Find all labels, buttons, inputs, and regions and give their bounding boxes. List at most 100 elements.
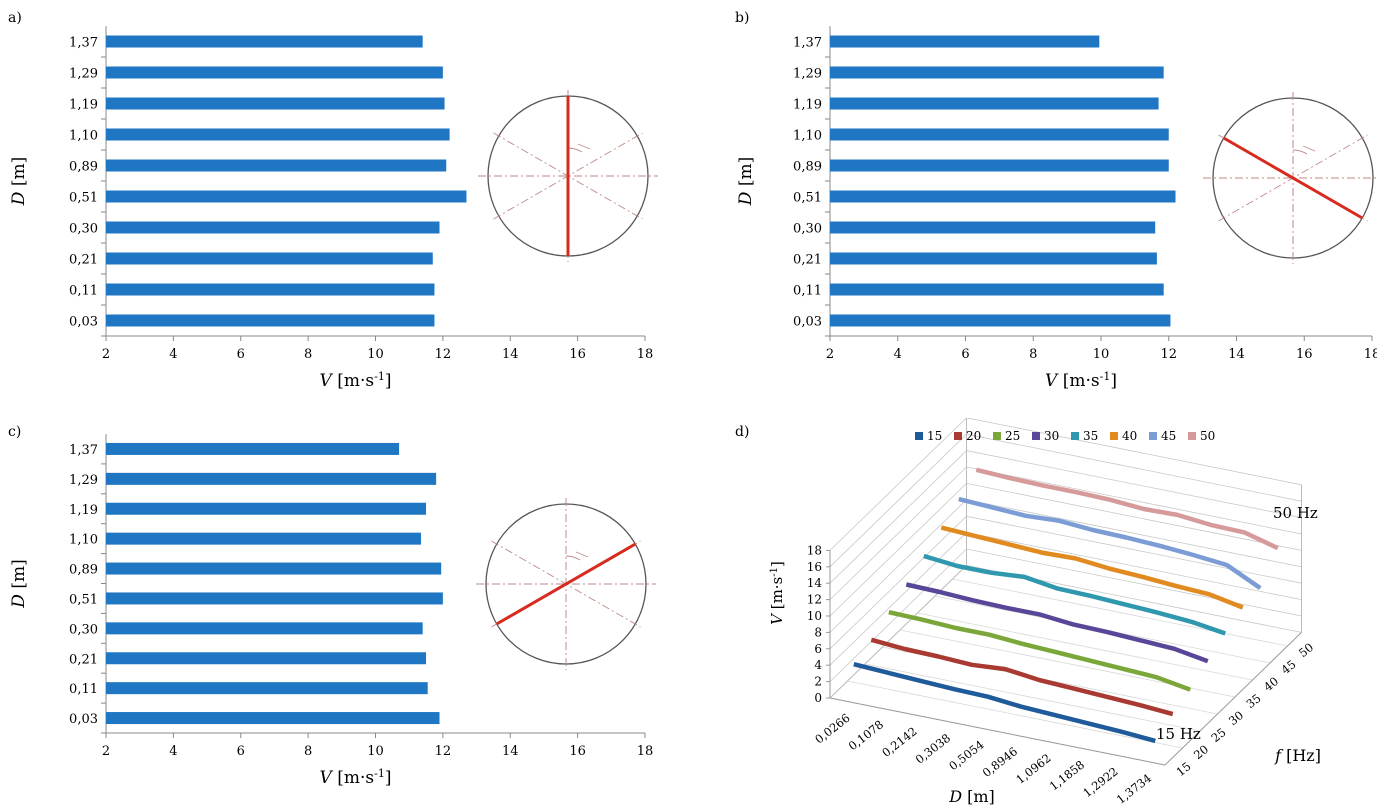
legend-label: 45 — [1161, 429, 1176, 443]
x-tick-label: 18 — [637, 347, 654, 362]
depth-tick-label: 50 — [1296, 640, 1316, 660]
legend-label: 20 — [966, 429, 981, 443]
depth-tick-label: 20 — [1191, 742, 1211, 762]
floor-gridline — [864, 663, 1201, 732]
y-tick-label: 1,10 — [793, 129, 822, 144]
y-tick-label: 0,21 — [793, 253, 822, 268]
depth-tick-label: 15 — [1173, 759, 1193, 779]
x-tick-label: 2 — [102, 744, 110, 759]
x-tick-label: 1,3734 — [1114, 771, 1154, 807]
y-tick-label: 0,21 — [69, 253, 98, 268]
panel-letter: b) — [735, 10, 749, 26]
legend-swatch — [915, 432, 923, 440]
bar — [106, 532, 421, 545]
bar — [106, 502, 427, 515]
bar — [106, 252, 433, 265]
z-tick-label: 18 — [807, 543, 822, 557]
bar — [830, 283, 1164, 296]
series-line — [940, 525, 1244, 610]
y-tick-label: 1,29 — [69, 473, 98, 488]
x-tick-label: 16 — [569, 347, 586, 362]
angle-arc — [1292, 149, 1308, 155]
series-line — [958, 496, 1262, 590]
bar — [106, 622, 423, 635]
bar — [106, 97, 445, 110]
y-tick-label: 1,10 — [69, 533, 98, 548]
x-tick-label: 4 — [894, 347, 902, 362]
y-tick-label: 0,89 — [69, 160, 98, 175]
x-tick-label: 10 — [1093, 347, 1110, 362]
y-tick-label: 1,29 — [69, 67, 98, 82]
z-tick-label: 12 — [807, 593, 822, 607]
annotation-50hz: 50 Hz — [1273, 504, 1318, 522]
y-axis-label: D [m] — [736, 157, 756, 206]
series-line — [905, 582, 1209, 664]
panel-a: a) 2 4 6 8 10 12 14 16 18 0,03 0,11 0,21 0,30 0,51 0,8… — [0, 0, 690, 414]
legend-label: 40 — [1122, 429, 1137, 443]
angle-marker — [575, 551, 589, 558]
y-tick-label: 0,30 — [69, 222, 98, 237]
annotation-15hz: 15 Hz — [1156, 725, 1201, 743]
x-tick-label: 14 — [502, 347, 519, 362]
bar — [830, 221, 1156, 234]
legend-label: 50 — [1200, 429, 1215, 443]
x-tick-label: 4 — [169, 347, 177, 362]
depth-tick-label: 25 — [1208, 725, 1228, 745]
depth-tick-label: 35 — [1243, 691, 1263, 711]
x-tick-label: 4 — [169, 744, 177, 759]
x-axis-line — [829, 697, 1166, 766]
bar — [106, 472, 437, 485]
z-tick-label: 0 — [814, 691, 822, 705]
x-tick-label: 8 — [304, 347, 312, 362]
floor-edge — [829, 565, 967, 699]
legend-swatch — [1032, 432, 1040, 440]
y-axis-label: D [m] — [9, 157, 29, 206]
bar — [106, 128, 450, 141]
bar — [106, 562, 442, 575]
legend-swatch — [954, 432, 962, 440]
bar — [830, 97, 1159, 110]
y-tick-label: 0,21 — [69, 652, 98, 667]
line-chart-3d-d: d) 0246810121416180,02660,10780,21420,30… — [735, 417, 1321, 807]
angle-marker — [577, 143, 591, 150]
bar — [106, 592, 443, 605]
y-tick-label: 1,37 — [793, 36, 822, 51]
x-tick-label: 2 — [102, 347, 110, 362]
bar — [106, 682, 428, 695]
z-tick-label: 6 — [814, 642, 822, 656]
x-tick-label: 10 — [367, 347, 384, 362]
floor-gridline — [847, 680, 1183, 749]
bar — [830, 190, 1176, 203]
bar — [106, 159, 447, 172]
y-tick-label: 1,29 — [793, 67, 822, 82]
measurement-diagram — [478, 90, 658, 262]
z-tick-label: 14 — [807, 576, 823, 590]
panel-d: d) 0 2 4 6 8 10 12 14 16 18 0,0266 0,1078 0,2142 0,30… — [727, 417, 1377, 811]
x-tick-label: 18 — [1364, 347, 1377, 362]
bar — [106, 35, 423, 48]
x-tick-label: 10 — [367, 744, 384, 759]
x-tick-label: 16 — [1296, 347, 1313, 362]
legend-swatch — [1149, 432, 1157, 440]
z-axis-label: V [m·s-1] — [768, 561, 786, 625]
y-tick-label: 0,30 — [69, 622, 98, 637]
y-tick-label: 0,03 — [69, 712, 98, 727]
x-tick-label: 8 — [304, 744, 312, 759]
legend: 15 20 25 30 35 40 45 50 — [915, 429, 1215, 443]
x-axis-label: D [m] — [948, 787, 995, 806]
depth-tick-label: 40 — [1261, 674, 1281, 694]
depth-tick-label: 30 — [1226, 708, 1246, 728]
panel-letter: c) — [8, 424, 21, 440]
series-line — [853, 662, 1156, 744]
x-tick-label: 8 — [1029, 347, 1037, 362]
y-tick-label: 0,11 — [69, 682, 98, 697]
floor-gridline — [917, 612, 1253, 681]
measurement-diagram — [1203, 92, 1379, 264]
bar — [830, 252, 1157, 265]
z-tick-label: 4 — [814, 658, 822, 672]
z-tick-label: 8 — [814, 625, 822, 639]
panel-b: b) 2 4 6 8 10 12 14 16 18 0,03 0,11 0,21 0,30 0,51 0,8… — [727, 0, 1379, 414]
measurement-diameter-line — [495, 542, 637, 626]
z-tick-label: 10 — [807, 609, 822, 623]
y-tick-label: 0,51 — [793, 191, 822, 206]
